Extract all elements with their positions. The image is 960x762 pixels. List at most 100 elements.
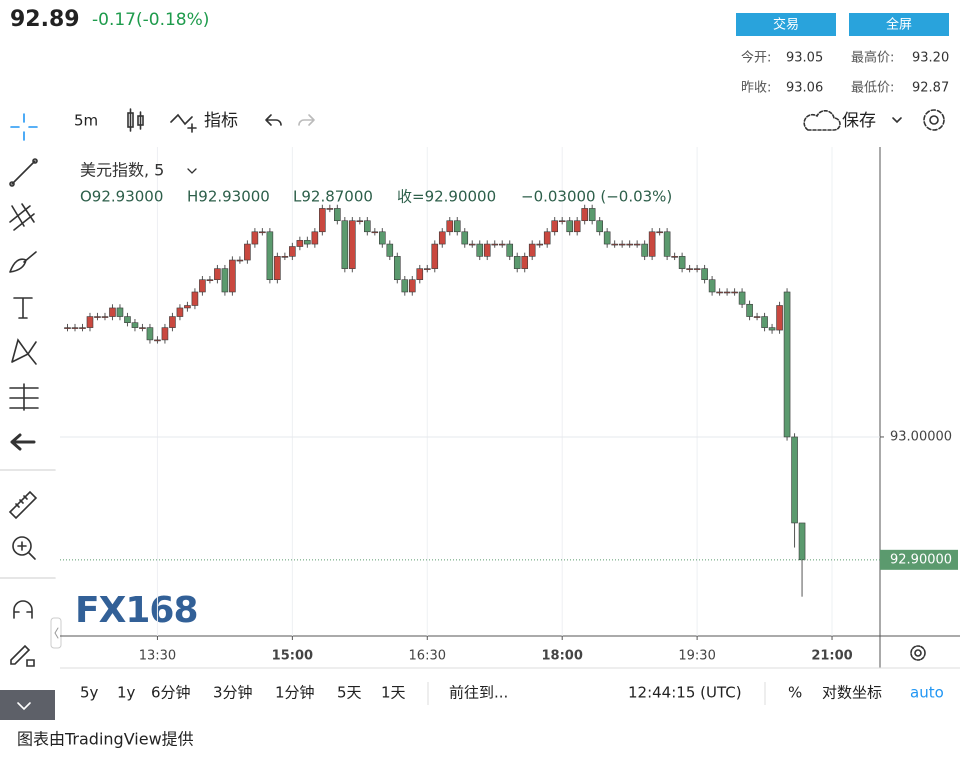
zoom-tool[interactable] — [12, 536, 32, 556]
candle-body — [776, 305, 783, 331]
redo[interactable] — [298, 114, 315, 126]
last-price-label: 92.90000 — [890, 552, 952, 567]
candle-body — [641, 243, 648, 257]
candle-body — [401, 279, 409, 293]
candle-body — [566, 220, 573, 233]
range-button[interactable]: 5天 — [337, 684, 362, 702]
goto-button[interactable]: 前往到... — [449, 684, 508, 702]
candle-body — [221, 268, 229, 293]
range-button[interactable]: 1天 — [381, 684, 406, 702]
candle-body — [461, 231, 469, 245]
auto-toggle[interactable]: auto — [910, 684, 944, 702]
candle-body — [206, 279, 214, 281]
measure-tool[interactable] — [9, 383, 39, 411]
ruler-tool[interactable] — [8, 490, 38, 520]
candle-body — [693, 268, 701, 270]
candle-body — [453, 220, 461, 233]
trade-button[interactable] — [736, 13, 836, 36]
candle-body — [244, 243, 251, 261]
legend-item: H92.93000 — [187, 188, 270, 206]
trade-label[interactable]: 交易 — [773, 17, 799, 33]
save-chevron[interactable] — [892, 117, 902, 124]
text-tool[interactable] — [13, 297, 33, 319]
range-button[interactable]: 5y — [80, 684, 99, 702]
candle-body — [191, 291, 199, 306]
percent-toggle[interactable]: % — [788, 684, 802, 702]
axis-settings[interactable] — [910, 645, 926, 661]
x-tick-label: 16:30 — [409, 649, 446, 664]
candle-body — [761, 316, 768, 328]
price-change: -0.17(-0.18%) — [92, 10, 209, 30]
candle-body — [558, 220, 566, 223]
crosshair-tool[interactable] — [10, 113, 38, 141]
brush-tool[interactable] — [9, 251, 37, 273]
x-tick-label: 19:30 — [678, 649, 715, 664]
bottom-bar: 5y 1y 6分钟 3分钟 1分钟 5天 1天 前往到... 12:44:15 … — [80, 682, 944, 705]
candle-body — [289, 246, 296, 257]
settings-icon[interactable] — [923, 109, 945, 131]
candle-body — [753, 316, 761, 318]
candle-body — [618, 243, 626, 246]
candle-body — [79, 327, 86, 329]
candle-body — [513, 256, 521, 269]
candle-body — [169, 316, 176, 328]
candle-body — [528, 243, 536, 257]
collapse-chevron[interactable] — [17, 702, 31, 711]
indicator-icon[interactable] — [170, 113, 197, 133]
watermark: FX168 — [75, 590, 198, 631]
candle-body — [521, 256, 529, 269]
indicators[interactable]: 指标 — [204, 111, 238, 131]
candle-body — [791, 436, 798, 524]
magnet-tool[interactable] — [13, 600, 33, 619]
interval[interactable]: 5m — [74, 112, 98, 130]
candle-body — [266, 231, 274, 280]
panel-toggle-tab[interactable] — [50, 617, 62, 649]
x-tick-label: 13:30 — [139, 649, 176, 664]
legend-item: L92.87000 — [293, 188, 373, 206]
candle-body — [446, 220, 454, 233]
line-tool-dot — [32, 158, 38, 164]
range-button[interactable]: 3分钟 — [213, 684, 253, 702]
candle-body — [116, 307, 124, 317]
candle-body — [603, 231, 611, 245]
stat-label: 今开: — [741, 50, 771, 66]
last-price-tag — [880, 549, 958, 570]
candle-body — [581, 208, 588, 222]
panel-toggle[interactable] — [54, 627, 59, 639]
candle-body — [798, 522, 806, 561]
undo[interactable] — [265, 114, 282, 126]
log-toggle[interactable]: 对数坐标 — [822, 684, 882, 702]
candle-body — [633, 243, 641, 246]
lock-draw-tool[interactable] — [10, 644, 35, 667]
line-tool[interactable] — [11, 160, 36, 185]
candle-body — [64, 327, 71, 329]
candle-body — [349, 220, 356, 269]
back-tool[interactable] — [10, 433, 36, 451]
candle-body — [281, 256, 289, 258]
legend-item: 收=92.90000 — [397, 188, 496, 206]
fib-tool[interactable] — [9, 203, 35, 231]
footer: 图表由TradingView提供 — [17, 730, 194, 749]
fullscreen-label[interactable]: 全屏 — [886, 17, 912, 33]
candle-body — [476, 243, 484, 257]
fullscreen-button[interactable] — [849, 13, 949, 36]
save[interactable]: 保存 — [842, 111, 876, 131]
cloud-icon[interactable] — [803, 110, 841, 131]
candle-body — [393, 256, 401, 280]
legend-chevron[interactable] — [187, 168, 197, 174]
candle-body — [491, 243, 499, 246]
candle-body — [326, 208, 334, 210]
candle-body — [304, 240, 311, 245]
range-button[interactable]: 1分钟 — [275, 684, 315, 702]
price: 92.89 — [10, 7, 80, 32]
candle-body — [768, 327, 776, 331]
candle-icon[interactable] — [127, 108, 144, 132]
range-button[interactable]: 1y — [117, 684, 136, 702]
candle-body — [551, 220, 558, 233]
stat-value: 92.87 — [912, 81, 949, 96]
stat-value: 93.20 — [912, 51, 949, 66]
candle-body — [154, 339, 161, 342]
candle-body — [101, 316, 109, 318]
range-button[interactable]: 6分钟 — [151, 684, 191, 702]
pattern-tool[interactable] — [11, 338, 37, 365]
